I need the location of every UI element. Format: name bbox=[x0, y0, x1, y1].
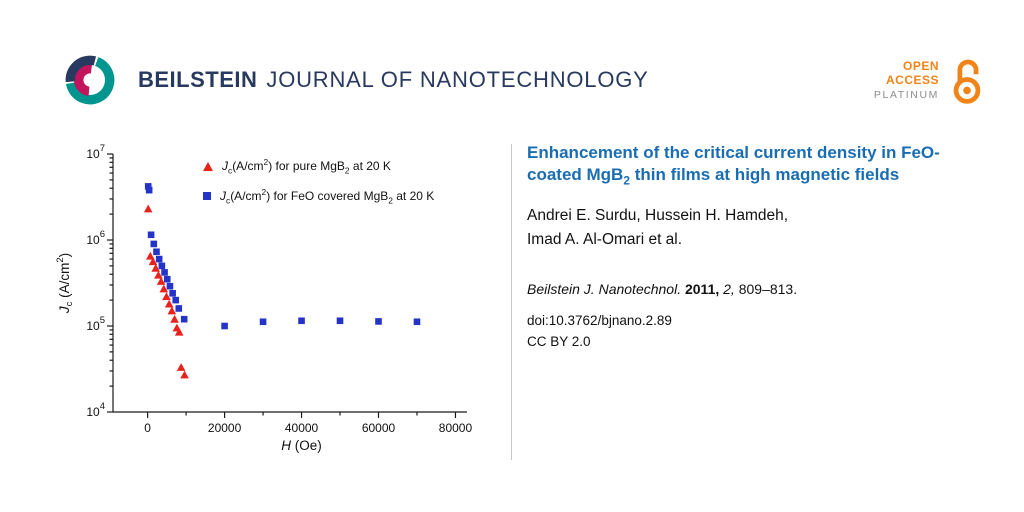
open-access-access-label: ACCESS bbox=[885, 72, 939, 87]
svg-text:107: 107 bbox=[86, 143, 105, 161]
square-marker-icon bbox=[203, 192, 211, 200]
article-title: Enhancement of the critical current dens… bbox=[527, 143, 940, 188]
article-authors: Andrei E. Surdu, Hussein H. Hamdeh, Imad… bbox=[527, 204, 975, 252]
svg-text:H (Oe): H (Oe) bbox=[281, 438, 322, 453]
brand-block: BEILSTEIN JOURNAL OF NANOTECHNOLOGY bbox=[60, 50, 649, 110]
legend-item-feo-covered-mgb2: Jc(A/cm2) for FeO covered MgB2 at 20 K bbox=[203, 186, 434, 206]
jc-vs-h-scatter-chart: 0 20000 40000 60000 80000 104 105 106 107 H (Oe) J… bbox=[55, 143, 473, 453]
journal-title: BEILSTEIN JOURNAL OF NANOTECHNOLOGY bbox=[138, 67, 649, 93]
open-access-badge: OPEN ACCESS PLATINUM bbox=[874, 55, 986, 105]
svg-text:105: 105 bbox=[86, 315, 105, 333]
svg-text:60000: 60000 bbox=[362, 421, 396, 435]
beilstein-logo bbox=[65, 55, 115, 105]
open-access-platinum-label: PLATINUM bbox=[873, 88, 939, 101]
legend-label-feo-covered-mgb2: Jc(A/cm2) for FeO covered MgB2 at 20 K bbox=[220, 186, 435, 206]
citation: Beilstein J. Nanotechnol. 2011, 2, 809–8… bbox=[527, 281, 798, 298]
svg-text:40000: 40000 bbox=[285, 421, 319, 435]
chart-legend: Jc(A/cm2) for pure MgB2 at 20 K Jc(A/cm2… bbox=[203, 156, 434, 216]
svg-text:80000: 80000 bbox=[439, 421, 473, 435]
journal-name: JOURNAL OF NANOTECHNOLOGY bbox=[266, 67, 649, 92]
author-line-2: Imad A. Al-Omari et al. bbox=[527, 231, 683, 249]
open-access-open-label: OPEN bbox=[902, 58, 939, 73]
legend-label-pure-mgb2: Jc(A/cm2) for pure MgB2 at 20 K bbox=[222, 156, 391, 176]
doi: doi:10.3762/bjnano.2.89 bbox=[527, 313, 672, 329]
svg-text:106: 106 bbox=[86, 229, 105, 247]
vertical-divider bbox=[511, 144, 512, 460]
license-label: CC BY 2.0 bbox=[527, 334, 591, 350]
journal-masthead: BEILSTEIN JOURNAL OF NANOTECHNOLOGY OPEN … bbox=[60, 50, 986, 110]
article-info: Enhancement of the critical current dens… bbox=[527, 142, 975, 349]
chart-panel: 0 20000 40000 60000 80000 104 105 106 107 H (Oe) J… bbox=[55, 140, 485, 460]
svg-text:104: 104 bbox=[86, 401, 105, 419]
svg-text:20000: 20000 bbox=[208, 421, 242, 435]
brand-name: BEILSTEIN bbox=[138, 67, 258, 92]
content-area: 0 20000 40000 60000 80000 104 105 106 107 H (Oe) J… bbox=[0, 138, 1024, 478]
svg-text:Jc (A/cm2): Jc (A/cm2) bbox=[55, 253, 75, 314]
svg-text:0: 0 bbox=[144, 421, 151, 435]
open-access-labels: OPEN ACCESS PLATINUM bbox=[874, 59, 939, 102]
legend-item-pure-mgb2: Jc(A/cm2) for pure MgB2 at 20 K bbox=[203, 156, 434, 176]
author-line-1: Andrei E. Surdu, Hussein H. Hamdeh, bbox=[527, 207, 789, 225]
open-access-lock-icon bbox=[953, 59, 981, 104]
triangle-marker-icon bbox=[203, 161, 213, 171]
